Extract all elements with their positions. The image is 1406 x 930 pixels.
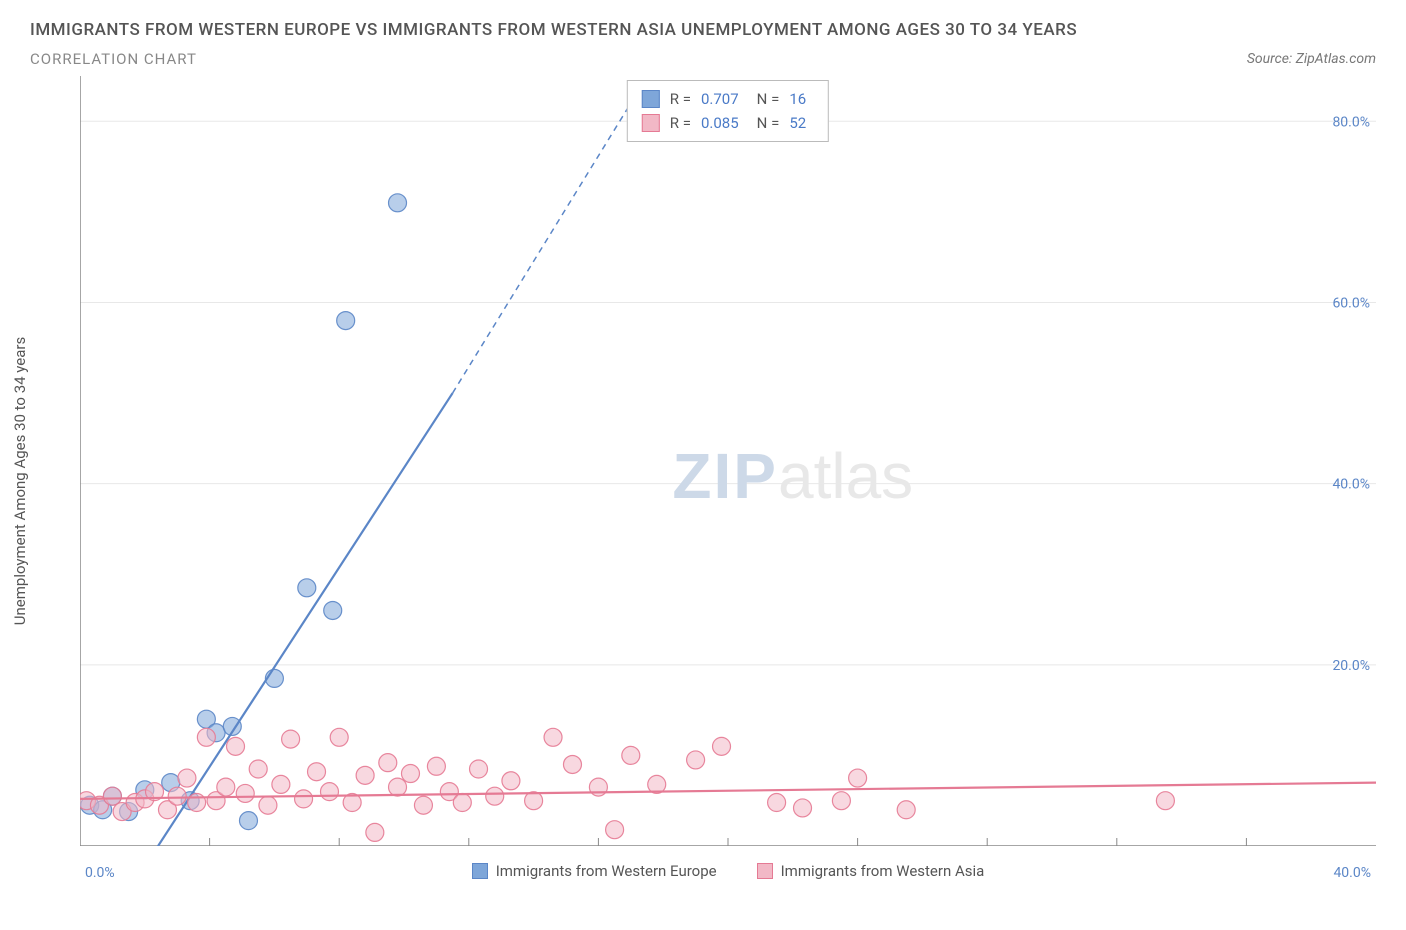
stats-legend: R = 0.707 N = 16 R = 0.085 N = 52 <box>627 80 829 142</box>
swatch-europe <box>642 90 660 108</box>
r-label: R = <box>670 87 691 111</box>
legend-item-asia: Immigrants from Western Asia <box>757 862 985 880</box>
plot-area: 20.0%40.0%60.0%80.0% ZIPatlas R = 0.707 … <box>80 76 1376 846</box>
n-value-asia: 52 <box>789 111 806 135</box>
r-value-europe: 0.707 <box>701 87 739 111</box>
swatch-asia-icon <box>757 863 773 879</box>
chart-header: IMMIGRANTS FROM WESTERN EUROPE VS IMMIGR… <box>30 20 1376 68</box>
chart-subtitle: CORRELATION CHART <box>30 50 197 68</box>
legend-item-europe: Immigrants from Western Europe <box>472 862 717 880</box>
svg-text:20.0%: 20.0% <box>1332 658 1370 674</box>
swatch-asia <box>642 114 660 132</box>
stats-row-asia: R = 0.085 N = 52 <box>642 111 814 135</box>
legend-label-europe: Immigrants from Western Europe <box>496 862 717 880</box>
y-axis-label: Unemployment Among Ages 30 to 34 years <box>11 337 29 625</box>
chart-title: IMMIGRANTS FROM WESTERN EUROPE VS IMMIGR… <box>30 20 1376 40</box>
n-value-europe: 16 <box>789 87 806 111</box>
r-label: R = <box>670 111 691 135</box>
chart-source: Source: ZipAtlas.com <box>1247 51 1376 67</box>
legend-label-asia: Immigrants from Western Asia <box>781 862 985 880</box>
bottom-legend: Immigrants from Western Europe Immigrant… <box>80 856 1376 886</box>
svg-text:60.0%: 60.0% <box>1332 295 1370 311</box>
n-label: N = <box>757 111 780 135</box>
n-label: N = <box>757 87 780 111</box>
svg-text:40.0%: 40.0% <box>1332 477 1370 493</box>
svg-text:80.0%: 80.0% <box>1332 114 1370 130</box>
scatter-svg: 20.0% 40.0% 60.0% 80.0% <box>80 76 1376 846</box>
swatch-europe-icon <box>472 863 488 879</box>
stats-row-europe: R = 0.707 N = 16 <box>642 87 814 111</box>
correlation-chart: Unemployment Among Ages 30 to 34 years 2… <box>30 76 1376 886</box>
r-value-asia: 0.085 <box>701 111 739 135</box>
